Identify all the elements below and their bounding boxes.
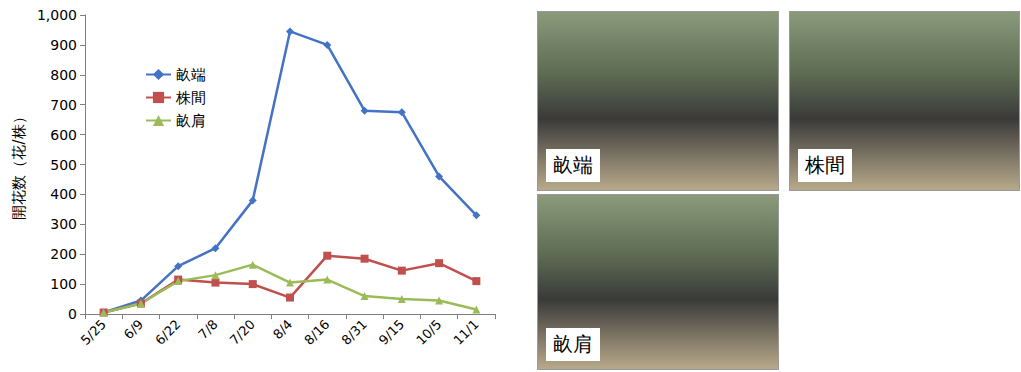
svg-text:9/15: 9/15 [376, 317, 407, 348]
svg-text:5/25: 5/25 [78, 317, 109, 348]
html-text:畝肩: 畝肩 [553, 332, 593, 356]
svg-text:6/22: 6/22 [152, 317, 183, 348]
svg-text:0: 0 [68, 306, 77, 322]
svg-text:400: 400 [50, 186, 77, 202]
svg-text:200: 200 [50, 246, 77, 262]
svg-text:300: 300 [50, 216, 77, 232]
svg-text:畝肩: 畝肩 [176, 112, 206, 130]
svg-text:11/1: 11/1 [450, 317, 481, 348]
svg-text:600: 600 [50, 127, 77, 143]
svg-text:8/4: 8/4 [270, 317, 295, 342]
svg-text:7/8: 7/8 [195, 317, 220, 342]
html-text:畝端: 畝端 [553, 153, 593, 177]
svg-text:800: 800 [50, 67, 77, 83]
svg-text:1,000: 1,000 [37, 7, 77, 23]
svg-text:700: 700 [50, 97, 77, 113]
svg-text:10/5: 10/5 [413, 317, 444, 348]
svg-text:株間: 株間 [175, 89, 206, 107]
svg-text:500: 500 [50, 157, 77, 173]
svg-text:6/9: 6/9 [121, 317, 146, 342]
svg-text:8/31: 8/31 [339, 317, 370, 348]
svg-text:8/16: 8/16 [301, 317, 332, 348]
html-text:株間: 株間 [805, 153, 845, 177]
svg-text:100: 100 [50, 276, 77, 292]
svg-text:開花数（花/株）: 開花数（花/株） [10, 109, 28, 219]
svg-text:畝端: 畝端 [176, 66, 206, 84]
svg-text:7/20: 7/20 [227, 317, 258, 348]
svg-text:900: 900 [50, 37, 77, 53]
